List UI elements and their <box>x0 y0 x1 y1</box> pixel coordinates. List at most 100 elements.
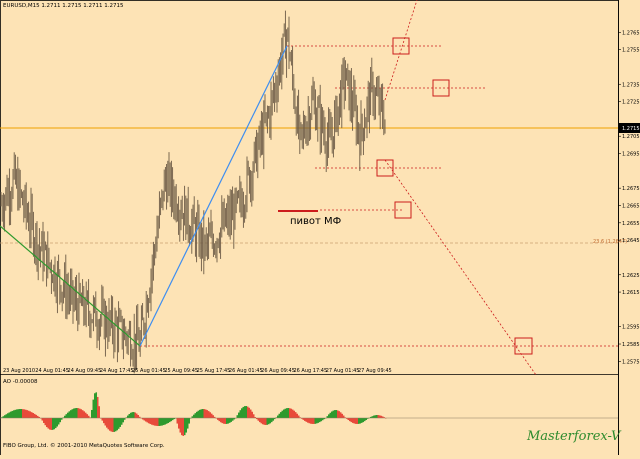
ao-bar <box>355 418 357 424</box>
ao-bar <box>29 411 31 418</box>
ao-bar <box>356 418 358 424</box>
ao-bar <box>337 410 339 418</box>
ao-bar <box>338 411 340 418</box>
ao-bar <box>310 418 312 424</box>
time-tick-label: 25 Aug 17:45 <box>197 368 231 374</box>
ao-bar <box>349 418 351 422</box>
ao-bar <box>160 418 162 426</box>
ao-bar <box>223 418 225 424</box>
target-box-2[interactable] <box>432 79 450 97</box>
ao-bar <box>263 418 265 425</box>
ao-bar <box>214 416 216 418</box>
ao-bar <box>382 416 384 418</box>
ao-bar <box>346 418 348 419</box>
ao-bar <box>76 408 78 418</box>
ao-bar <box>200 409 202 418</box>
ao-bar <box>302 418 304 420</box>
ao-bar <box>154 418 156 426</box>
ao-bar <box>322 418 324 421</box>
projection-up-line <box>384 0 418 101</box>
target-box-5[interactable] <box>514 337 533 355</box>
ao-header: AO -0.00008 <box>3 379 38 385</box>
ao-bar <box>139 416 141 418</box>
ao-bar <box>352 418 354 423</box>
ao-bar <box>20 409 22 418</box>
ao-bar <box>32 412 34 418</box>
ao-bar <box>341 413 343 418</box>
ao-bar <box>359 418 361 424</box>
ao-bar <box>301 418 303 419</box>
ao-bar <box>184 418 186 436</box>
ao-bar <box>313 418 315 424</box>
ao-bar <box>103 418 105 424</box>
ao-bar <box>320 418 322 422</box>
price-tick-label: 1.2755 <box>622 48 640 54</box>
ao-bar <box>203 409 205 418</box>
ao-bar <box>52 418 54 430</box>
price-tick-label: 1.2585 <box>622 342 640 348</box>
ao-bar <box>146 418 148 423</box>
ao-bar <box>74 408 76 418</box>
main-chart-frame <box>0 0 619 459</box>
ao-bar <box>161 418 163 426</box>
downtrend-line <box>0 225 141 347</box>
ao-bar <box>59 418 61 423</box>
uptrend-line <box>139 45 288 347</box>
ao-bar <box>64 415 66 418</box>
ao-bar <box>158 418 160 426</box>
ao-bar <box>187 418 189 429</box>
ao-bar <box>172 418 174 421</box>
ao-bar <box>208 411 210 418</box>
ao-bar <box>218 418 220 422</box>
ao-bar <box>83 411 85 418</box>
ao-bar <box>91 409 93 418</box>
ao-bar <box>271 418 273 423</box>
ao-bar <box>277 415 279 418</box>
ao-bar <box>112 418 114 432</box>
ao-histogram <box>1 392 387 436</box>
ao-bar <box>38 416 40 418</box>
ao-bar <box>373 415 375 418</box>
time-tick-label: 24 Aug 09:45 <box>68 368 102 374</box>
ao-bar <box>67 412 69 418</box>
price-tick-label: 1.2645 <box>622 238 640 244</box>
ao-bar <box>148 418 150 424</box>
ao-bar <box>274 418 276 420</box>
ao-bar <box>55 418 57 429</box>
ao-bar <box>328 414 330 418</box>
price-axis: 1.2765 1.2755 1.2735 1.2725 1.2705 1.2695 1.26… <box>618 30 640 365</box>
ao-bar <box>335 410 337 418</box>
ao-bar <box>343 415 345 418</box>
ao-bar <box>307 418 309 423</box>
ao-bar <box>119 418 121 427</box>
ao-bar <box>143 418 145 421</box>
time-tick-label: 24 Aug 01:45 <box>35 368 69 374</box>
ao-bar <box>298 415 300 418</box>
ao-bar <box>244 406 246 418</box>
ao-bar <box>71 409 73 418</box>
ao-bar <box>247 406 249 418</box>
ao-bar <box>118 418 120 429</box>
ao-bar <box>185 418 187 433</box>
ao-bar <box>182 418 184 436</box>
ao-bar <box>316 418 318 424</box>
ao-bar <box>1 417 3 418</box>
ao-bar <box>89 417 91 418</box>
ao-bar <box>358 418 360 424</box>
ao-bar <box>16 409 18 418</box>
target-box-3[interactable] <box>376 159 394 177</box>
ao-bar <box>278 413 280 418</box>
price-tick-label: 1.2695 <box>622 152 640 158</box>
ao-bar <box>94 393 96 418</box>
target-box-4[interactable] <box>394 201 412 219</box>
time-tick-label: 26 Aug 17:45 <box>293 368 327 374</box>
price-tick-label: 1.2655 <box>622 221 640 227</box>
ao-bar <box>131 412 133 418</box>
ao-bar <box>14 409 16 418</box>
ao-bar <box>350 418 352 423</box>
ao-bar <box>347 418 349 421</box>
target-box-1[interactable] <box>392 37 410 55</box>
